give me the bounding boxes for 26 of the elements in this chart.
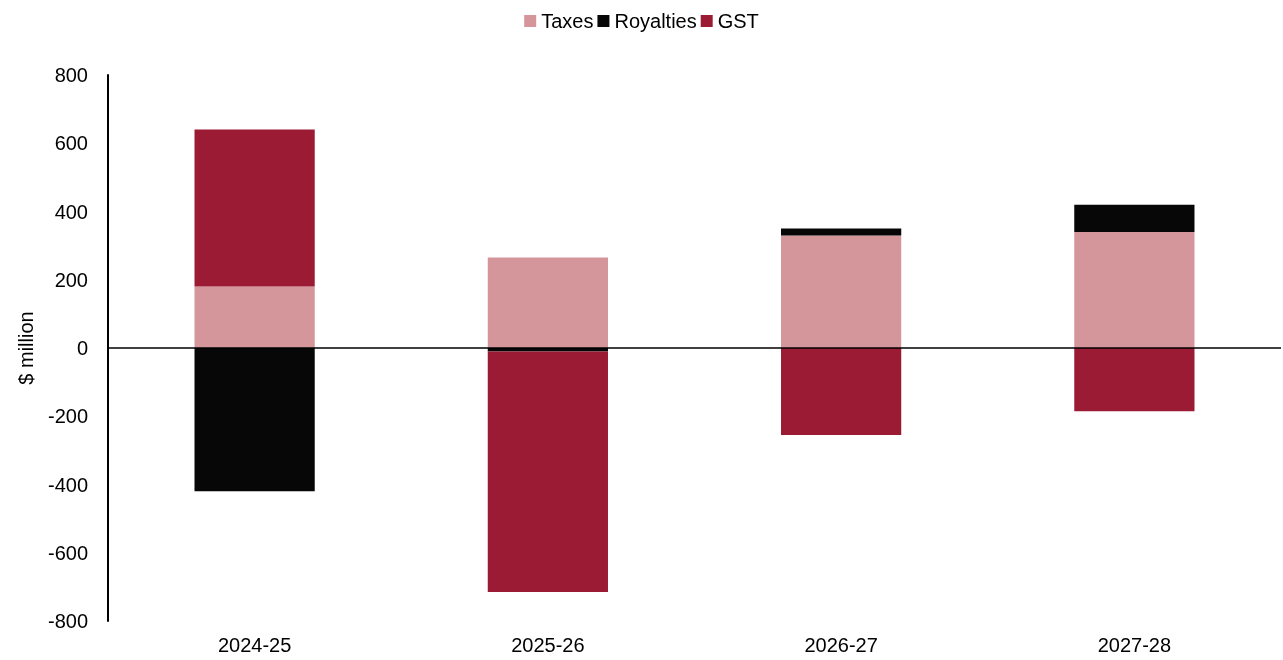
bar: [781, 348, 902, 436]
y-tick-label: -200: [47, 405, 88, 428]
y-tick-label: 800: [54, 64, 88, 86]
bar: [194, 129, 315, 287]
x-tick-label: 2027-28: [1097, 634, 1172, 656]
bar: [781, 235, 902, 348]
x-tick-label: 2025-26: [511, 634, 585, 656]
bar: [1074, 231, 1195, 348]
y-tick-label: 400: [54, 200, 88, 223]
bar: [1074, 204, 1195, 232]
legend-label: GST: [717, 10, 759, 32]
y-tick-label: 600: [54, 132, 88, 155]
bar: [194, 286, 315, 348]
y-tick-label: -400: [47, 473, 88, 496]
y-tick-label: -800: [47, 610, 88, 632]
legend-label: Royalties: [614, 10, 697, 32]
bar: [1074, 348, 1195, 412]
x-tick-label: 2026-27: [804, 634, 878, 656]
y-tick-label: 0: [76, 337, 88, 359]
x-tick-label: 2024-25: [217, 634, 292, 656]
y-axis-title: $ million: [15, 311, 37, 385]
bar: [487, 351, 608, 592]
y-tick-label: -600: [47, 541, 88, 564]
legend-label: Taxes: [541, 10, 594, 32]
y-tick-label: 200: [54, 268, 88, 291]
bar: [487, 257, 608, 348]
